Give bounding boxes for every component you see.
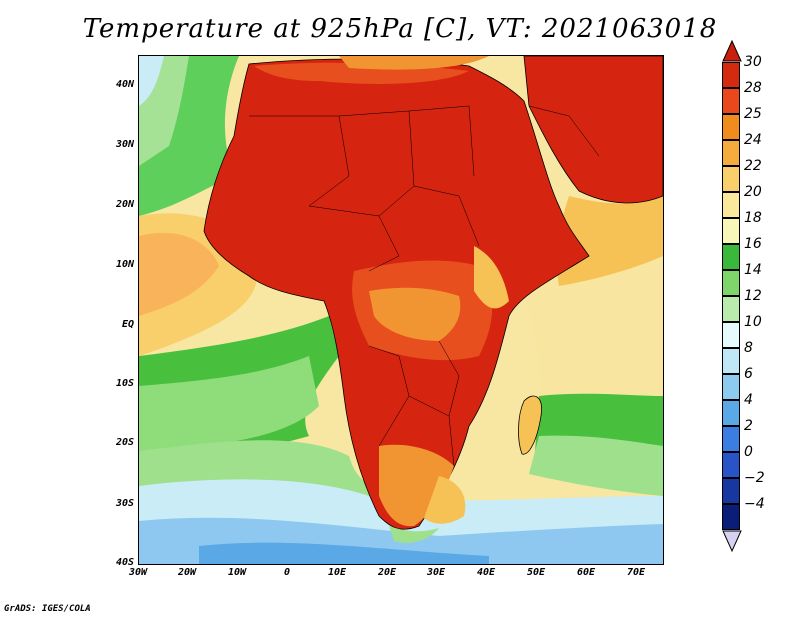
lat-label-30n: 30N <box>115 139 134 150</box>
lat-label-30s: 30S <box>115 498 134 509</box>
colorbar-segment <box>722 452 740 478</box>
colorbar-segment <box>722 478 740 504</box>
colorbar-segment <box>722 62 740 88</box>
colorbar-label: −4 <box>744 496 765 512</box>
lat-label-20s: 20S <box>115 437 134 448</box>
east-africa-highlands <box>474 246 509 309</box>
colorbar-segment <box>722 348 740 374</box>
southern-europe <box>339 56 489 70</box>
colorbar-label: 12 <box>744 288 762 304</box>
colorbar-segment <box>722 192 740 218</box>
lat-label-40s: 40S <box>115 557 134 568</box>
congo-basin <box>369 287 461 341</box>
map-title: Temperature at 925hPa [C], VT: 202106301… <box>82 14 718 44</box>
colorbar-label: 16 <box>744 236 762 252</box>
colorbar-label: 14 <box>744 262 762 278</box>
lon-label-0: 0 <box>283 567 291 578</box>
madagascar <box>518 395 542 455</box>
lat-label-40n: 40N <box>115 79 134 90</box>
colorbar-segment <box>722 426 740 452</box>
colorbar-bottom-arrow <box>722 530 742 552</box>
lon-label-10e: 10E <box>327 567 347 578</box>
tropical-atlantic-warm <box>139 232 219 316</box>
colorbar-segment <box>722 270 740 296</box>
colorbar-top-arrow <box>722 40 742 62</box>
lat-label-10s: 10S <box>115 378 134 389</box>
colorbar-label: 6 <box>744 366 753 382</box>
lat-label-10n: 10N <box>115 259 134 270</box>
colorbar-label: −2 <box>744 470 765 486</box>
temperature-map <box>139 56 663 564</box>
colorbar-segment <box>722 114 740 140</box>
colorbar-segment <box>722 504 740 530</box>
arabia-land <box>523 56 663 204</box>
lon-label-20e: 20E <box>377 567 397 578</box>
colorbar-segment <box>722 322 740 348</box>
lon-label-30w: 30W <box>128 567 148 578</box>
lat-label-20n: 20N <box>115 199 134 210</box>
lat-label-eq: EQ <box>121 319 134 330</box>
colorbar-segment <box>722 400 740 426</box>
country-borders <box>249 105 600 467</box>
lon-label-30e: 30E <box>426 567 446 578</box>
colorbar-segment <box>722 244 740 270</box>
colorbar-label: 22 <box>744 158 762 174</box>
arabian-sea <box>557 196 663 286</box>
colorbar-segment <box>722 374 740 400</box>
south-africa-warm <box>379 444 454 527</box>
lon-label-40e: 40E <box>476 567 496 578</box>
north-atlantic-cool <box>139 56 164 106</box>
lon-label-70e: 70E <box>626 567 646 578</box>
colorbar-label: 30 <box>744 54 762 70</box>
colorbar-segment <box>722 218 740 244</box>
cape-region <box>389 526 439 543</box>
south-africa-cool <box>424 476 466 524</box>
colorbar-label: 20 <box>744 184 762 200</box>
colorbar-segment <box>722 166 740 192</box>
colorbar-label: 25 <box>744 106 762 122</box>
map-frame <box>138 55 664 565</box>
lon-label-10w: 10W <box>227 567 247 578</box>
colorbar-label: 4 <box>744 392 753 408</box>
lon-label-50e: 50E <box>526 567 546 578</box>
lon-label-60e: 60E <box>576 567 596 578</box>
colorbar-label: 24 <box>744 132 762 148</box>
lon-label-20w: 20W <box>177 567 197 578</box>
colorbar-segment <box>722 140 740 166</box>
credit-label: GrADS: IGES/COLA <box>4 604 91 614</box>
colorbar-segment <box>722 296 740 322</box>
colorbar-label: 18 <box>744 210 762 226</box>
colorbar-label: 2 <box>744 418 753 434</box>
indian-ocean-lightgreen <box>529 435 663 496</box>
colorbar-segment <box>722 88 740 114</box>
south-atlantic-lightgreen <box>139 356 319 451</box>
southern-ocean-colder <box>199 542 489 564</box>
colorbar-label: 8 <box>744 340 753 356</box>
colorbar-label: 28 <box>744 80 762 96</box>
colorbar-label: 0 <box>744 444 753 460</box>
colorbar-label: 10 <box>744 314 762 330</box>
